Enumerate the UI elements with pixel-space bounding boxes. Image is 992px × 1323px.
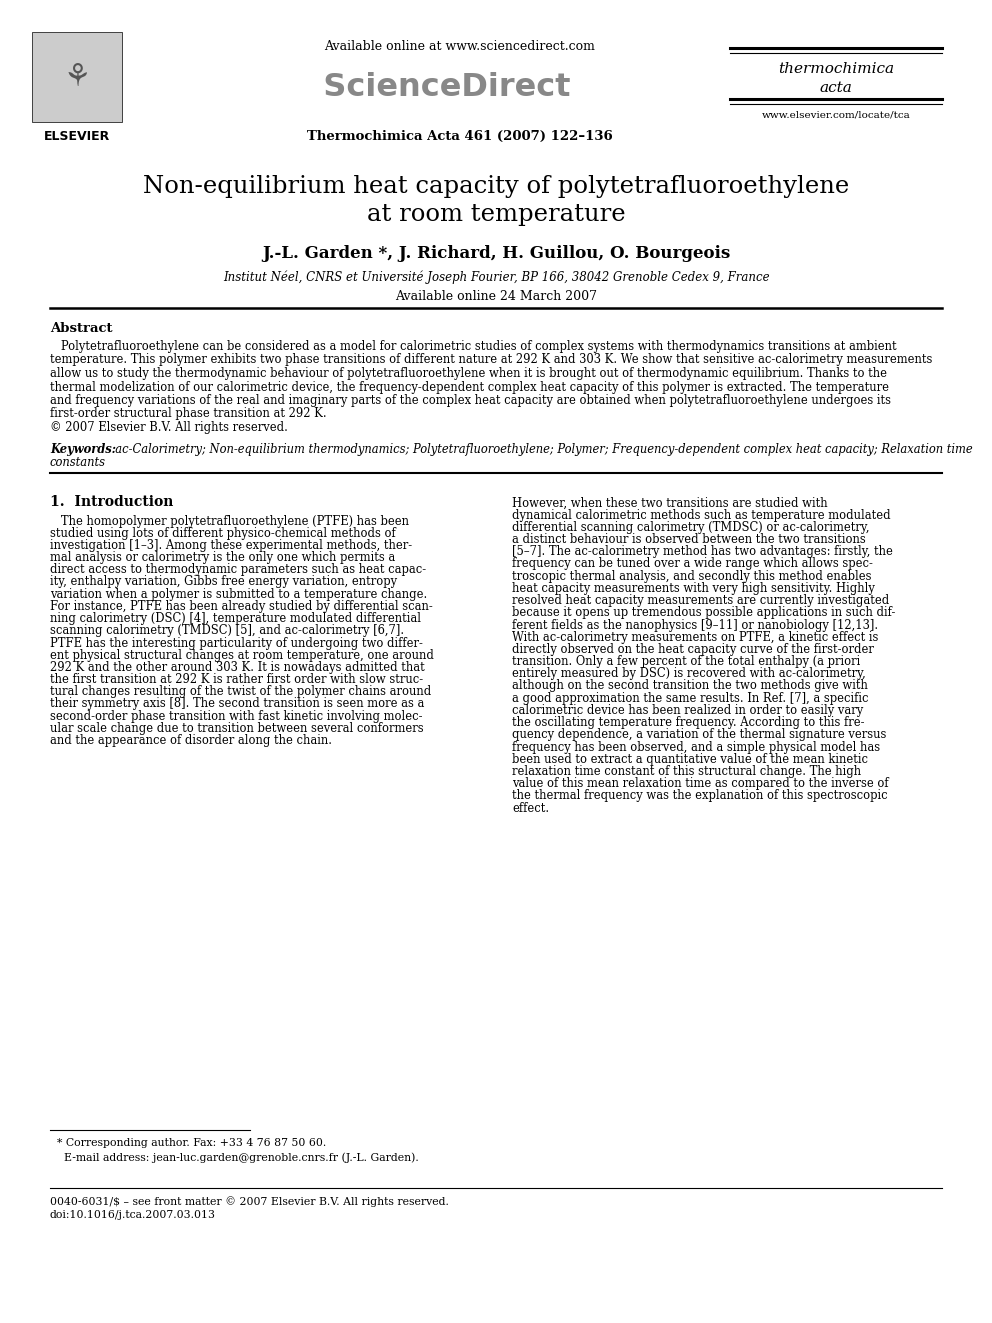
Text: although on the second transition the two methods give with: although on the second transition the tw… (512, 680, 868, 692)
Text: allow us to study the thermodynamic behaviour of polytetrafluoroethylene when it: allow us to study the thermodynamic beha… (50, 366, 887, 380)
Text: The homopolymer polytetrafluoroethylene (PTFE) has been: The homopolymer polytetrafluoroethylene … (50, 515, 409, 528)
Text: a distinct behaviour is observed between the two transitions: a distinct behaviour is observed between… (512, 533, 866, 546)
Text: 1.  Introduction: 1. Introduction (50, 495, 174, 508)
Text: For instance, PTFE has been already studied by differential scan-: For instance, PTFE has been already stud… (50, 599, 433, 613)
Text: thermal modelization of our calorimetric device, the frequency-dependent complex: thermal modelization of our calorimetric… (50, 381, 889, 393)
Text: the first transition at 292 K is rather first order with slow struc-: the first transition at 292 K is rather … (50, 673, 424, 687)
Text: ning calorimetry (DSC) [4], temperature modulated differential: ning calorimetry (DSC) [4], temperature … (50, 613, 421, 624)
Text: Polytetrafluoroethylene can be considered as a model for calorimetric studies of: Polytetrafluoroethylene can be considere… (50, 340, 897, 353)
Text: and frequency variations of the real and imaginary parts of the complex heat cap: and frequency variations of the real and… (50, 394, 891, 407)
Text: direct access to thermodynamic parameters such as heat capac-: direct access to thermodynamic parameter… (50, 564, 427, 577)
Text: ferent fields as the nanophysics [9–11] or nanobiology [12,13].: ferent fields as the nanophysics [9–11] … (512, 618, 878, 631)
Bar (32, 32, 122, 122)
Text: temperature. This polymer exhibits two phase transitions of different nature at : temperature. This polymer exhibits two p… (50, 353, 932, 366)
Text: doi:10.1016/j.tca.2007.03.013: doi:10.1016/j.tca.2007.03.013 (50, 1211, 216, 1220)
Text: frequency can be tuned over a wide range which allows spec-: frequency can be tuned over a wide range… (512, 557, 873, 570)
Text: 292 K and the other around 303 K. It is nowadays admitted that: 292 K and the other around 303 K. It is … (50, 662, 425, 673)
Text: heat capacity measurements with very high sensitivity. Highly: heat capacity measurements with very hig… (512, 582, 875, 595)
Text: E-mail address: jean-luc.garden@grenoble.cnrs.fr (J.-L. Garden).: E-mail address: jean-luc.garden@grenoble… (50, 1152, 419, 1163)
Text: second-order phase transition with fast kinetic involving molec-: second-order phase transition with fast … (50, 709, 423, 722)
Text: [5–7]. The ac-calorimetry method has two advantages: firstly, the: [5–7]. The ac-calorimetry method has two… (512, 545, 893, 558)
Text: troscopic thermal analysis, and secondly this method enables: troscopic thermal analysis, and secondly… (512, 570, 872, 582)
Text: studied using lots of different physico-chemical methods of: studied using lots of different physico-… (50, 527, 396, 540)
Text: Keywords:: Keywords: (50, 442, 116, 455)
Text: ent physical structural changes at room temperature, one around: ent physical structural changes at room … (50, 648, 434, 662)
Text: entirely measured by DSC) is recovered with ac-calorimetry,: entirely measured by DSC) is recovered w… (512, 667, 866, 680)
Text: investigation [1–3]. Among these experimental methods, ther-: investigation [1–3]. Among these experim… (50, 538, 412, 552)
Text: directly observed on the heat capacity curve of the first-order: directly observed on the heat capacity c… (512, 643, 874, 656)
Text: constants: constants (50, 456, 106, 468)
Text: ity, enthalpy variation, Gibbs free energy variation, entropy: ity, enthalpy variation, Gibbs free ener… (50, 576, 397, 589)
Text: value of this mean relaxation time as compared to the inverse of: value of this mean relaxation time as co… (512, 777, 889, 790)
Text: calorimetric device has been realized in order to easily vary: calorimetric device has been realized in… (512, 704, 863, 717)
Text: relaxation time constant of this structural change. The high: relaxation time constant of this structu… (512, 765, 861, 778)
Text: ac-Calorimetry; Non-equilibrium thermodynamics; Polytetrafluoroethylene; Polymer: ac-Calorimetry; Non-equilibrium thermody… (108, 442, 972, 455)
Text: been used to extract a quantitative value of the mean kinetic: been used to extract a quantitative valu… (512, 753, 868, 766)
Text: Available online at www.sciencedirect.com: Available online at www.sciencedirect.co… (324, 40, 595, 53)
Text: and the appearance of disorder along the chain.: and the appearance of disorder along the… (50, 734, 332, 747)
Text: because it opens up tremendous possible applications in such dif-: because it opens up tremendous possible … (512, 606, 896, 619)
Text: at room temperature: at room temperature (367, 202, 625, 226)
Text: the thermal frequency was the explanation of this spectroscopic: the thermal frequency was the explanatio… (512, 790, 888, 802)
Text: differential scanning calorimetry (TMDSC) or ac-calorimetry,: differential scanning calorimetry (TMDSC… (512, 521, 870, 534)
Text: Non-equilibrium heat capacity of polytetrafluoroethylene: Non-equilibrium heat capacity of polytet… (143, 175, 849, 198)
Text: Institut Néel, CNRS et Université Joseph Fourier, BP 166, 38042 Grenoble Cedex 9: Institut Néel, CNRS et Université Joseph… (222, 270, 770, 283)
Text: ⚘: ⚘ (63, 62, 90, 91)
Text: the oscillating temperature frequency. According to this fre-: the oscillating temperature frequency. A… (512, 716, 864, 729)
Text: Abstract: Abstract (50, 321, 112, 335)
Text: J.-L. Garden *, J. Richard, H. Guillou, O. Bourgeois: J.-L. Garden *, J. Richard, H. Guillou, … (262, 245, 730, 262)
Text: variation when a polymer is submitted to a temperature change.: variation when a polymer is submitted to… (50, 587, 428, 601)
Text: scanning calorimetry (TMDSC) [5], and ac-calorimetry [6,7].: scanning calorimetry (TMDSC) [5], and ac… (50, 624, 404, 638)
Text: quency dependence, a variation of the thermal signature versus: quency dependence, a variation of the th… (512, 728, 887, 741)
Text: * Corresponding author. Fax: +33 4 76 87 50 60.: * Corresponding author. Fax: +33 4 76 87… (50, 1138, 326, 1148)
Text: thermochimica: thermochimica (778, 62, 894, 75)
Text: a good approximation the same results. In Ref. [7], a specific: a good approximation the same results. I… (512, 692, 869, 705)
Text: frequency has been observed, and a simple physical model has: frequency has been observed, and a simpl… (512, 741, 880, 754)
Text: Available online 24 March 2007: Available online 24 March 2007 (395, 290, 597, 303)
Text: However, when these two transitions are studied with: However, when these two transitions are … (512, 496, 827, 509)
Text: ScienceDirect: ScienceDirect (290, 71, 570, 103)
Text: first-order structural phase transition at 292 K.: first-order structural phase transition … (50, 407, 326, 421)
Text: effect.: effect. (512, 802, 550, 815)
Text: © 2007 Elsevier B.V. All rights reserved.: © 2007 Elsevier B.V. All rights reserved… (50, 421, 288, 434)
Text: acta: acta (819, 81, 852, 95)
Text: Thermochimica Acta 461 (2007) 122–136: Thermochimica Acta 461 (2007) 122–136 (308, 130, 613, 143)
Text: dynamical calorimetric methods such as temperature modulated: dynamical calorimetric methods such as t… (512, 509, 891, 521)
Text: 0040-6031/$ – see front matter © 2007 Elsevier B.V. All rights reserved.: 0040-6031/$ – see front matter © 2007 El… (50, 1196, 448, 1207)
Text: tural changes resulting of the twist of the polymer chains around: tural changes resulting of the twist of … (50, 685, 432, 699)
Text: transition. Only a few percent of the total enthalpy (a priori: transition. Only a few percent of the to… (512, 655, 860, 668)
Text: mal analysis or calorimetry is the only one which permits a: mal analysis or calorimetry is the only … (50, 552, 395, 564)
Text: www.elsevier.com/locate/tca: www.elsevier.com/locate/tca (762, 110, 911, 119)
Text: ELSEVIER: ELSEVIER (44, 130, 110, 143)
Text: ular scale change due to transition between several conformers: ular scale change due to transition betw… (50, 722, 424, 734)
Text: With ac-calorimetry measurements on PTFE, a kinetic effect is: With ac-calorimetry measurements on PTFE… (512, 631, 878, 644)
Text: resolved heat capacity measurements are currently investigated: resolved heat capacity measurements are … (512, 594, 889, 607)
Text: their symmetry axis [8]. The second transition is seen more as a: their symmetry axis [8]. The second tran… (50, 697, 425, 710)
Text: PTFE has the interesting particularity of undergoing two differ-: PTFE has the interesting particularity o… (50, 636, 423, 650)
